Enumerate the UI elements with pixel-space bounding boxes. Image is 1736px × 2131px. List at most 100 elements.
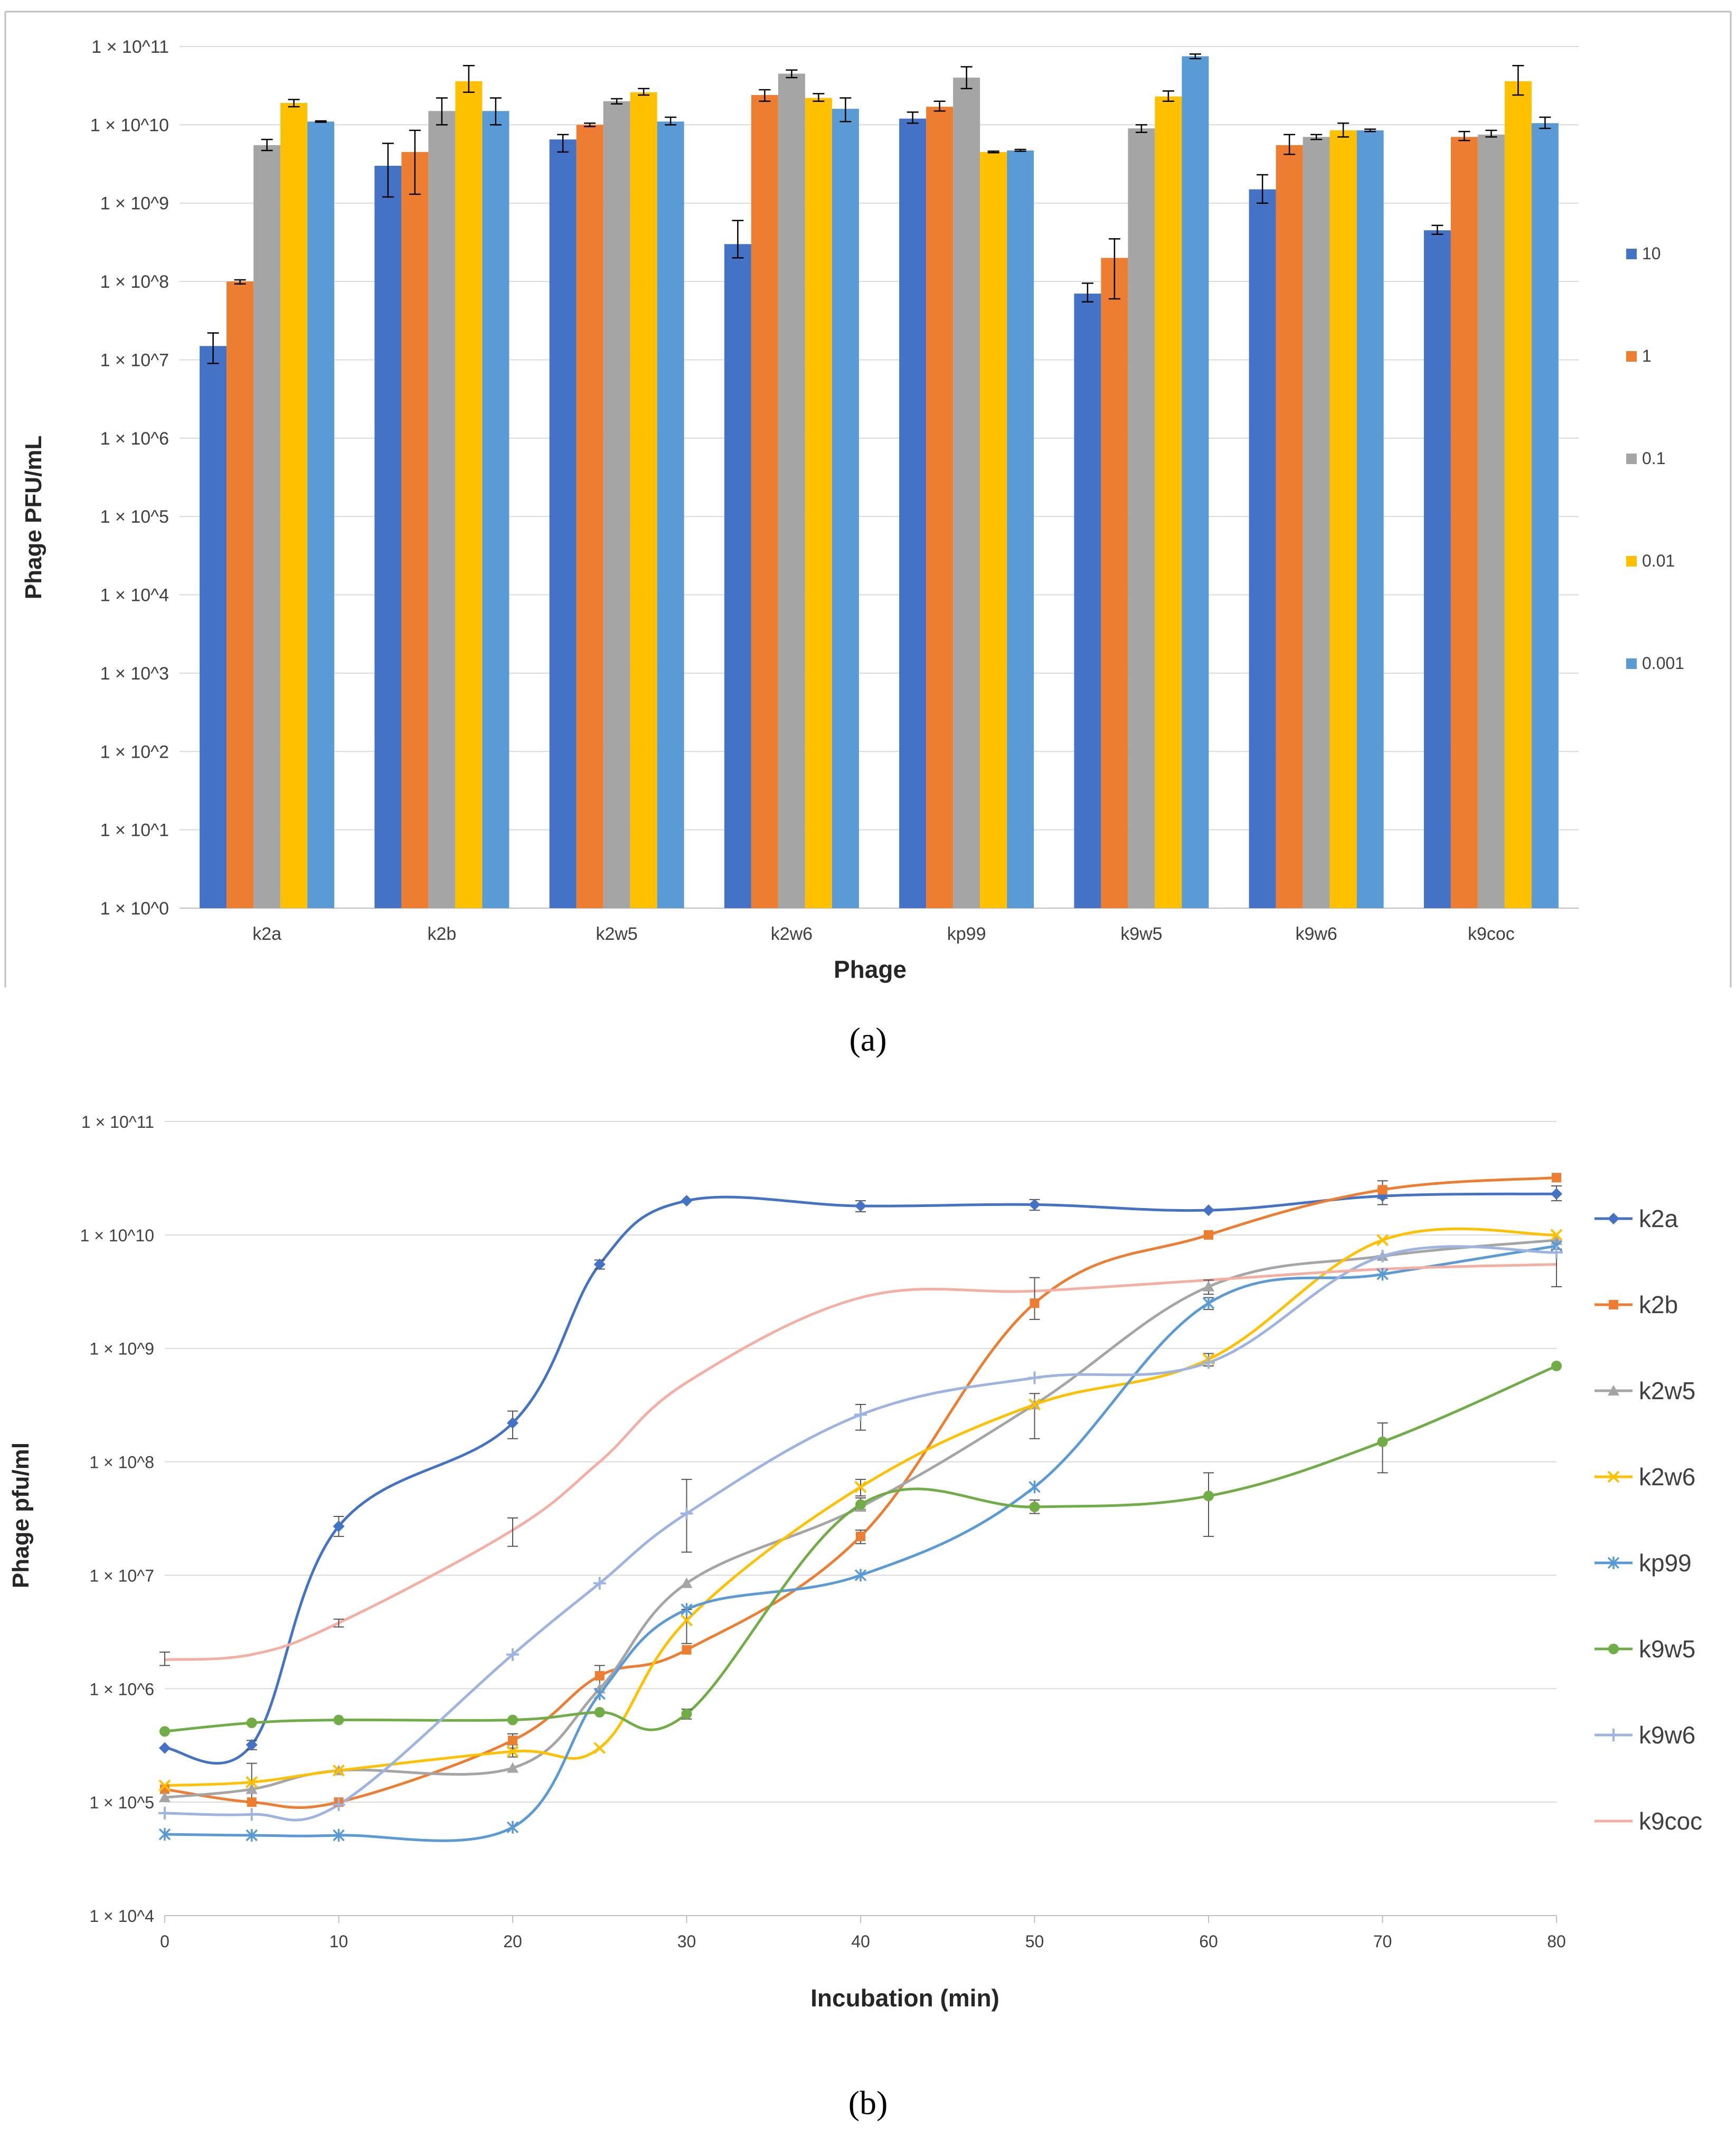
panel-a-y-tick-label: 1 × 10^5 bbox=[100, 507, 169, 527]
panel-a-bar bbox=[455, 81, 483, 908]
panel-a-bar-chart: 1 × 10^0 1 × 10^1 1 × 10^2 1 × 10^3 1 × 10^4… bbox=[4, 11, 1732, 987]
panel-a-y-tick-label: 1 × 10^3 bbox=[100, 664, 169, 684]
panel-b-x-tick-label: 30 bbox=[677, 1932, 696, 1951]
panel-a-bar bbox=[953, 78, 980, 909]
panel-b-data-point bbox=[856, 1531, 865, 1541]
panel-b-data-point bbox=[1607, 1729, 1620, 1741]
panel-b-data-point bbox=[1029, 1481, 1041, 1494]
panel-b-data-point bbox=[854, 1408, 867, 1421]
panel-b-data-point bbox=[1202, 1297, 1215, 1310]
panel-b-data-point bbox=[1607, 1557, 1620, 1569]
panel-b-x-tick-label: 0 bbox=[160, 1932, 169, 1951]
panel-b-data-point bbox=[855, 1499, 866, 1510]
panel-b-data-point bbox=[1376, 1268, 1389, 1281]
panel-a-x-tick-label: k2w6 bbox=[771, 924, 813, 944]
panel-b-line-chart: 1 × 10^4 1 × 10^5 1 × 10^6 1 × 10^7 1 × 10^8… bbox=[8, 1112, 1702, 2012]
panel-b-x-tick-label: 10 bbox=[329, 1932, 348, 1951]
panel-b-data-point bbox=[1202, 1356, 1215, 1369]
panel-a-bar bbox=[1276, 145, 1303, 908]
panel-b-data-point bbox=[1376, 1250, 1389, 1263]
panel-a-bar bbox=[280, 103, 308, 909]
panel-a-y-tick-label: 1 × 10^10 bbox=[90, 115, 169, 135]
panel-a-y-tick-label: 1 × 10^7 bbox=[100, 350, 169, 370]
panel-a-x-tick-label: k2b bbox=[427, 924, 456, 944]
panel-a-legend-label: 10 bbox=[1642, 244, 1661, 263]
panel-a-legend-swatch bbox=[1626, 351, 1637, 362]
panel-b-series-line bbox=[164, 1263, 1557, 1661]
panel-a-bar bbox=[1101, 258, 1128, 909]
panel-b-data-point bbox=[681, 1195, 693, 1207]
panel-a-x-tick-label: kp99 bbox=[947, 924, 986, 944]
panel-a-bar bbox=[926, 107, 954, 909]
panel-b-data-point bbox=[594, 1706, 605, 1718]
panel-a-bar bbox=[1356, 130, 1384, 908]
panel-b-data-point bbox=[247, 1797, 257, 1807]
panel-a-bar bbox=[1504, 81, 1532, 908]
panel-b-y-tick-label: 1 × 10^8 bbox=[89, 1453, 154, 1472]
panel-b-data-point bbox=[1376, 1234, 1389, 1247]
panel-b-y-axis-title: Phage pfu/ml bbox=[8, 1442, 34, 1588]
panel-b-y-tick-label: 1 × 10^10 bbox=[80, 1226, 154, 1245]
panel-b-data-point bbox=[1030, 1298, 1040, 1308]
panel-a-y-tick-label: 1 × 10^1 bbox=[100, 821, 169, 841]
panel-b-data-point bbox=[246, 1783, 258, 1794]
panel-a-bar bbox=[1074, 294, 1101, 908]
panel-a-y-tick-label: 1 × 10^6 bbox=[100, 429, 169, 449]
panel-a-bar bbox=[1477, 134, 1505, 908]
panel-b-series-line bbox=[164, 1192, 1557, 1765]
panel-b-data-point bbox=[1203, 1204, 1214, 1217]
panel-a-bar bbox=[200, 346, 227, 908]
panel-a-y-tick-label: 1 × 10^0 bbox=[100, 899, 169, 919]
panel-a-y-axis-title: Phage PFU/mL bbox=[21, 436, 46, 600]
panel-b-x-tick-label: 40 bbox=[851, 1932, 870, 1951]
panel-b-data-point bbox=[854, 1569, 867, 1582]
panel-a-bar bbox=[307, 121, 335, 909]
panel-a-x-tick-label: k2a bbox=[252, 924, 281, 944]
panel-b-data-point bbox=[1609, 1300, 1618, 1309]
panel-b-data-point bbox=[1029, 1502, 1040, 1513]
panel-b-data-point bbox=[681, 1577, 693, 1588]
panel-a-x-tick-label: k9coc bbox=[1468, 924, 1515, 944]
panel-b-data-point bbox=[1204, 1230, 1213, 1240]
panel-b-data-point bbox=[159, 1726, 170, 1737]
panel-b-data-point bbox=[854, 1481, 867, 1493]
panel-a-y-tick-label: 1 × 10^2 bbox=[100, 742, 169, 762]
panel-b-data-point bbox=[1377, 1436, 1388, 1447]
panel-a-bar bbox=[1303, 137, 1330, 908]
panel-a-bar bbox=[1182, 56, 1209, 908]
panel-b-y-tick-label: 1 × 10^9 bbox=[89, 1340, 154, 1359]
panel-a-x-tick-label: k9w6 bbox=[1295, 924, 1337, 944]
panel-a-bar bbox=[1450, 137, 1478, 908]
panel-b-data-point bbox=[1608, 1644, 1619, 1654]
panel-b-data-point bbox=[246, 1828, 258, 1842]
panel-a-bar bbox=[980, 152, 1007, 908]
panel-b-x-tick-label: 80 bbox=[1547, 1932, 1566, 1951]
panel-a-bar bbox=[401, 152, 429, 908]
panel-b-data-point bbox=[333, 1714, 344, 1725]
panel-b-legend-label: k9coc bbox=[1639, 1807, 1702, 1835]
panel-b-y-tick-label: 1 × 10^11 bbox=[81, 1112, 154, 1131]
panel-a-legend-swatch bbox=[1626, 454, 1637, 464]
panel-a-bar bbox=[751, 95, 778, 909]
panel-b-data-point bbox=[681, 1603, 693, 1616]
panel-b-data-point bbox=[246, 1776, 258, 1788]
panel-b-legend-label: k9w5 bbox=[1639, 1635, 1695, 1663]
panel-b-y-tick-label: 1 × 10^4 bbox=[89, 1907, 154, 1926]
panel-b-data-point bbox=[681, 1614, 693, 1627]
panel-b-data-point bbox=[1550, 1229, 1563, 1241]
panel-b-y-tick-label: 1 × 10^5 bbox=[89, 1793, 154, 1812]
panel-b-legend-label: k2w6 bbox=[1639, 1463, 1695, 1491]
panel-b-data-point bbox=[159, 1742, 171, 1754]
panel-b-data-point bbox=[1551, 1188, 1562, 1200]
panel-a-bar bbox=[1007, 150, 1034, 908]
panel-b-data-point bbox=[1029, 1398, 1041, 1411]
panel-b-data-point bbox=[595, 1671, 605, 1681]
panel-b-data-point bbox=[333, 1520, 345, 1532]
panel-b-data-point bbox=[593, 1258, 606, 1270]
panel-b-data-point bbox=[507, 1417, 518, 1429]
panel-b-data-point bbox=[1552, 1173, 1561, 1183]
panel-b-data-point bbox=[593, 1742, 606, 1755]
panel-b-data-point bbox=[682, 1645, 692, 1655]
panel-b-data-point bbox=[1608, 1213, 1619, 1224]
